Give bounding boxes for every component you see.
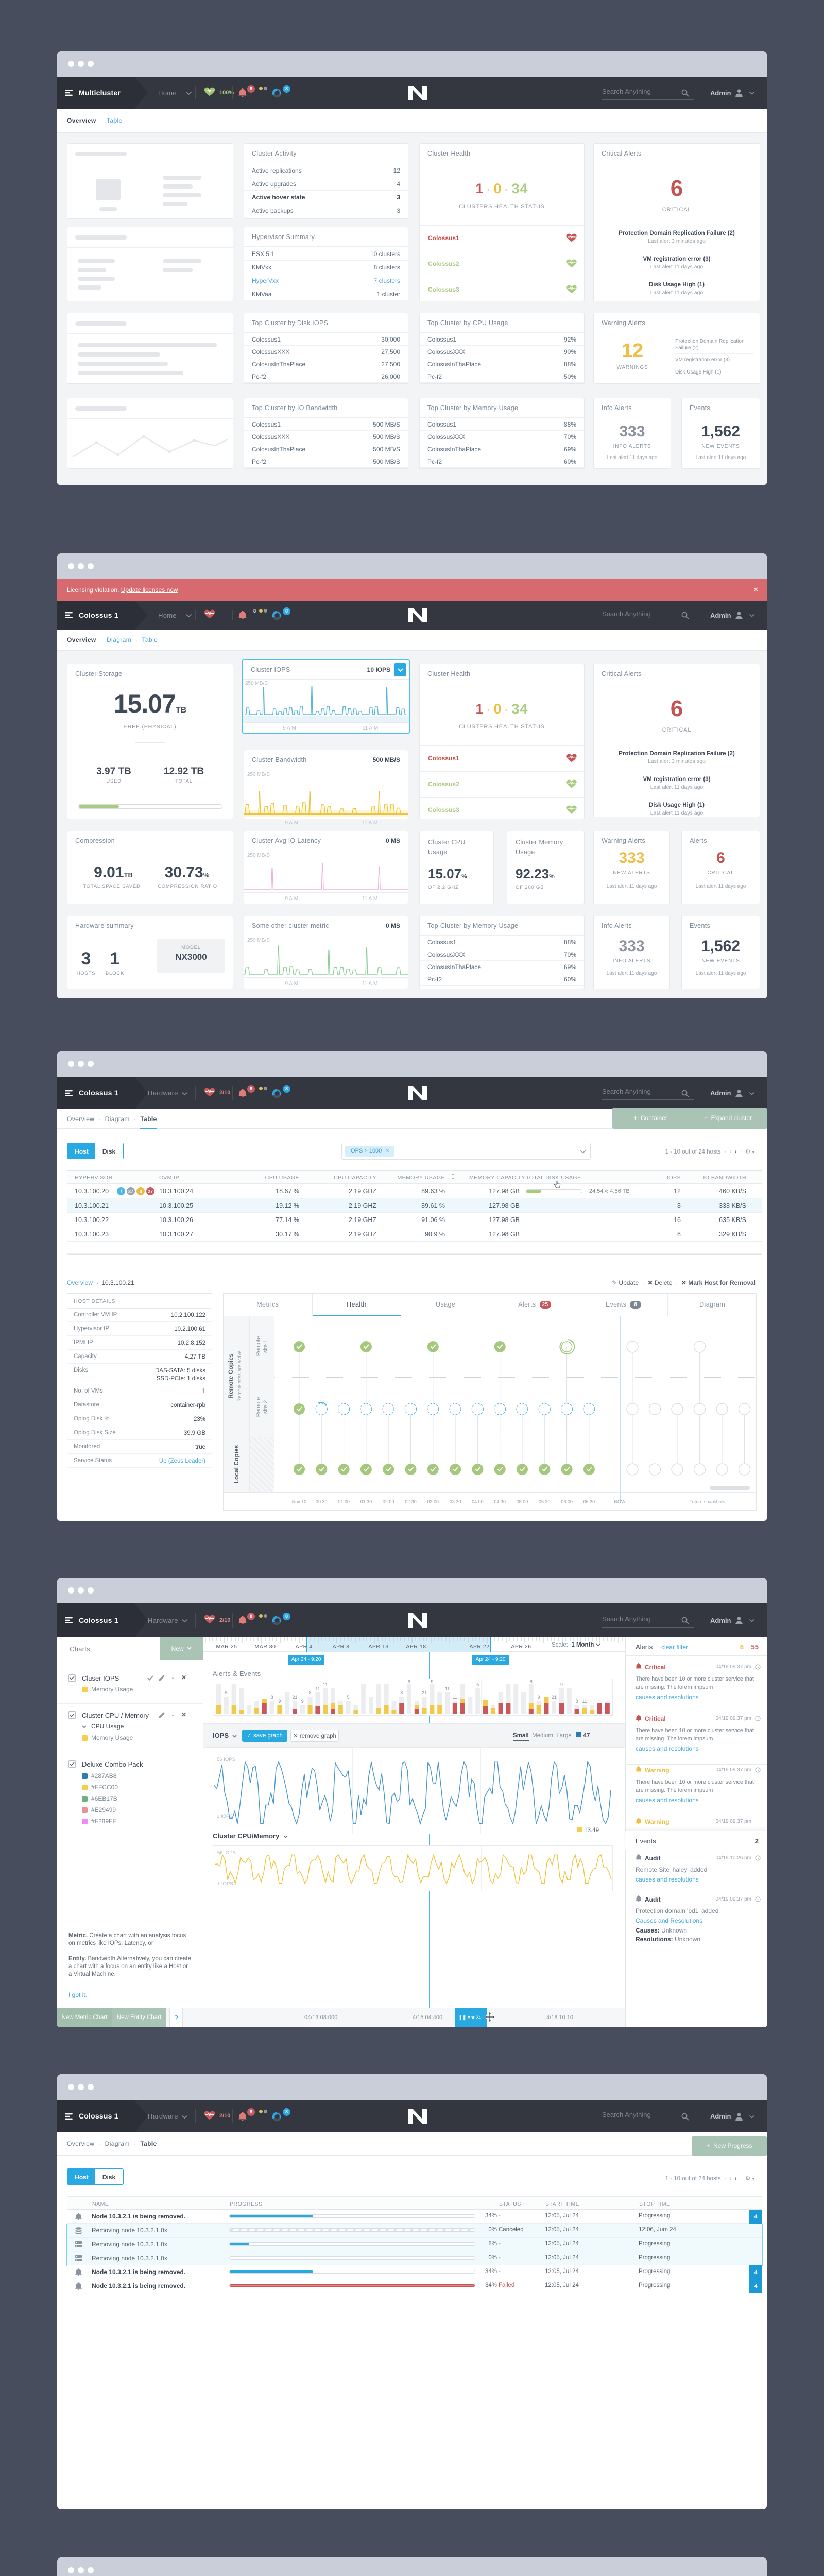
svg-text:8: 8 <box>576 1699 578 1704</box>
svg-text:21: 21 <box>552 1694 557 1700</box>
svg-text:8: 8 <box>139 1189 142 1194</box>
svg-text:11: 11 <box>582 1699 587 1704</box>
svg-text:9: 9 <box>560 1682 563 1687</box>
svg-text:27: 27 <box>128 1189 133 1194</box>
svg-text:9: 9 <box>278 1699 281 1704</box>
svg-text:9: 9 <box>408 1679 410 1684</box>
svg-text:5: 5 <box>347 1694 350 1700</box>
svg-text:8: 8 <box>271 1694 273 1700</box>
svg-text:8: 8 <box>400 1690 403 1696</box>
svg-text:27: 27 <box>148 1189 153 1194</box>
svg-text:8: 8 <box>530 1679 533 1684</box>
svg-text:21: 21 <box>422 1690 427 1696</box>
svg-text:11: 11 <box>323 1682 328 1687</box>
svg-text:9: 9 <box>431 1679 433 1684</box>
svg-text:9: 9 <box>538 1694 540 1700</box>
svg-text:5: 5 <box>476 1682 479 1687</box>
svg-text:11: 11 <box>453 1694 457 1700</box>
svg-text:8: 8 <box>309 1690 312 1696</box>
svg-text:5: 5 <box>225 1690 228 1696</box>
svg-text:11: 11 <box>445 1686 450 1691</box>
svg-text:21: 21 <box>292 1694 297 1700</box>
svg-text:!: ! <box>120 1189 122 1195</box>
svg-text:9: 9 <box>301 1699 304 1704</box>
svg-text:11: 11 <box>315 1686 320 1691</box>
